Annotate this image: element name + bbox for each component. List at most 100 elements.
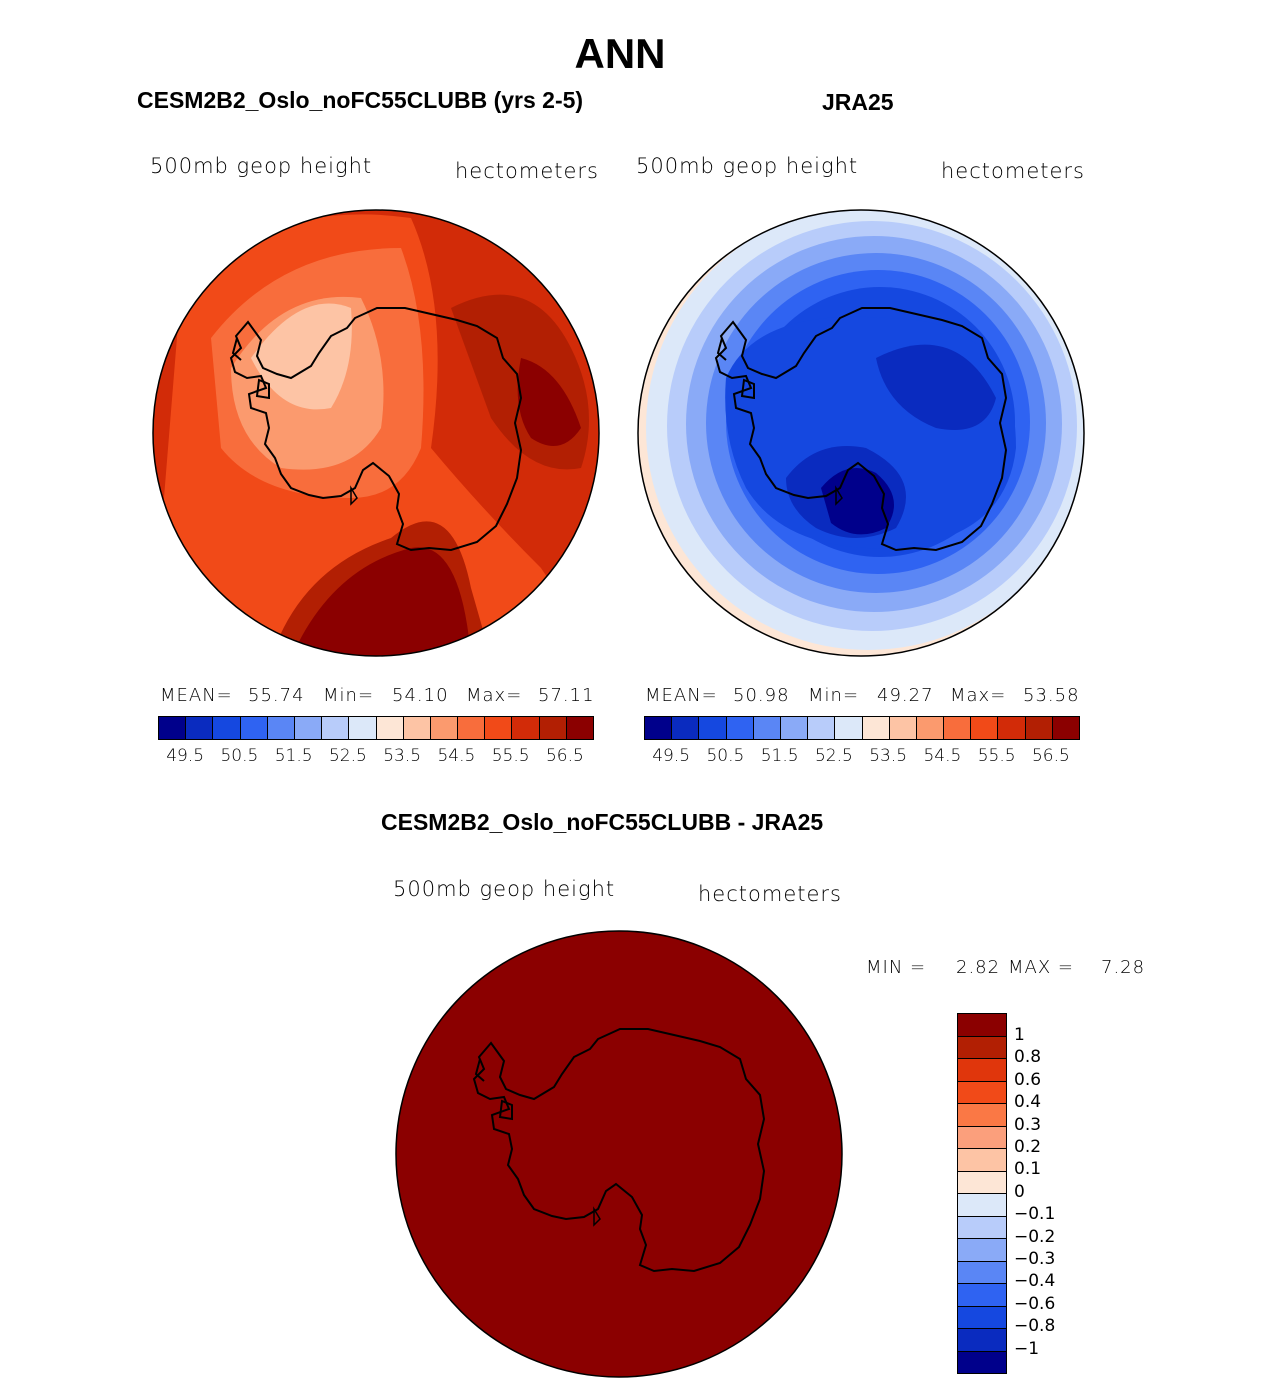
diff-colorbar-swatch bbox=[958, 1126, 1006, 1149]
colorbar-swatch bbox=[458, 717, 486, 739]
diff-colorbar-swatch bbox=[958, 1171, 1006, 1194]
colorbar-swatch bbox=[944, 717, 972, 739]
diff-max-value: 7.28 bbox=[1101, 957, 1146, 978]
diff-colorbar-label: 1 bbox=[1014, 1025, 1025, 1045]
obs-min-label: Min= bbox=[808, 685, 860, 706]
diff-colorbar bbox=[957, 1013, 1007, 1374]
diff-max-label: MAX = bbox=[1008, 957, 1074, 978]
colorbar-swatch bbox=[267, 717, 295, 739]
colorbar-tick-label: 53.5 bbox=[869, 746, 908, 766]
colorbar-swatch bbox=[726, 717, 754, 739]
colorbar-swatch bbox=[916, 717, 945, 739]
model-map bbox=[152, 209, 600, 657]
diff-colorbar-swatch bbox=[958, 1329, 1006, 1352]
colorbar-swatch bbox=[159, 717, 187, 739]
colorbar-swatch bbox=[862, 717, 890, 739]
diff-colorbar-swatch bbox=[958, 1306, 1006, 1329]
obs-variable-label: 500mb geop height bbox=[636, 154, 859, 178]
colorbar-tick-label: 56.5 bbox=[545, 746, 584, 766]
colorbar-swatch bbox=[1025, 717, 1053, 739]
colorbar-swatch bbox=[835, 717, 863, 739]
diff-units-label: hectometers bbox=[698, 882, 842, 906]
colorbar-swatch bbox=[322, 717, 350, 739]
colorbar-swatch bbox=[485, 717, 513, 739]
colorbar-tick-label: 50.5 bbox=[220, 746, 259, 766]
diff-colorbar-swatch bbox=[958, 1284, 1006, 1307]
colorbar-swatch bbox=[808, 717, 836, 739]
diff-colorbar-label: −0.2 bbox=[1014, 1226, 1056, 1247]
diff-colorbar-label: −0.6 bbox=[1014, 1293, 1056, 1314]
colorbar-tick-label: 52.5 bbox=[328, 746, 367, 766]
diff-colorbar-label: 0.2 bbox=[1014, 1137, 1042, 1157]
colorbar-swatch bbox=[186, 717, 214, 739]
obs-map bbox=[637, 209, 1085, 657]
model-min-label: Min= bbox=[323, 685, 375, 706]
colorbar-swatch bbox=[672, 717, 700, 739]
colorbar-swatch bbox=[430, 717, 459, 739]
model-max-value: 57.11 bbox=[538, 685, 595, 706]
model-variable-label: 500mb geop height bbox=[150, 154, 373, 178]
obs-max-label: Max= bbox=[950, 685, 1007, 706]
diff-min-value: 2.82 bbox=[956, 957, 1001, 978]
model-max-label: Max= bbox=[466, 685, 523, 706]
obs-min-value: 49.27 bbox=[877, 685, 934, 706]
colorbar-swatch bbox=[699, 717, 727, 739]
colorbar-swatch bbox=[971, 717, 999, 739]
colorbar-tick-label: 51.5 bbox=[760, 746, 799, 766]
colorbar-tick-label: 55.5 bbox=[491, 746, 530, 766]
colorbar-swatch bbox=[539, 717, 567, 739]
colorbar-swatch bbox=[512, 717, 540, 739]
colorbar-swatch bbox=[376, 717, 404, 739]
diff-colorbar-swatch bbox=[958, 1149, 1006, 1172]
colorbar-tick-label: 55.5 bbox=[977, 746, 1016, 766]
diff-colorbar-label: −0.4 bbox=[1014, 1271, 1056, 1292]
colorbar-tick-label: 51.5 bbox=[274, 746, 313, 766]
diff-colorbar-label: −0.3 bbox=[1014, 1249, 1056, 1269]
diff-colorbar-swatch bbox=[958, 1104, 1006, 1127]
diff-panel-title: CESM2B2_Oslo_noFC55CLUBB - JRA25 bbox=[381, 809, 824, 835]
obs-panel-title: JRA25 bbox=[822, 89, 894, 115]
colorbar-swatch bbox=[349, 717, 377, 739]
colorbar-tick-label: 56.5 bbox=[1031, 746, 1070, 766]
model-panel-title: CESM2B2_Oslo_noFC55CLUBB (yrs 2-5) bbox=[137, 87, 584, 113]
diff-colorbar-label: 0.8 bbox=[1014, 1047, 1042, 1068]
obs-max-value: 53.58 bbox=[1023, 685, 1080, 706]
colorbar-tick-label: 54.5 bbox=[437, 746, 476, 766]
diff-colorbar-label: 0.3 bbox=[1014, 1114, 1042, 1135]
diff-colorbar-label: 0.1 bbox=[1014, 1159, 1042, 1180]
diff-colorbar-swatch bbox=[958, 1081, 1006, 1104]
diff-map bbox=[395, 930, 843, 1378]
model-mean-value: 55.74 bbox=[248, 685, 305, 706]
colorbar-swatch bbox=[213, 717, 241, 739]
colorbar-swatch bbox=[753, 717, 781, 739]
colorbar-swatch bbox=[1052, 717, 1079, 739]
colorbar-tick-label: 54.5 bbox=[923, 746, 962, 766]
page-title: ANN bbox=[574, 30, 666, 77]
diff-colorbar-swatch bbox=[958, 1059, 1006, 1082]
obs-colorbar bbox=[644, 716, 1080, 740]
colorbar-swatch bbox=[403, 717, 431, 739]
diff-variable-label: 500mb geop height bbox=[393, 877, 616, 901]
colorbar-swatch bbox=[240, 717, 268, 739]
diff-colorbar-swatch bbox=[958, 1014, 1006, 1037]
colorbar-tick-label: 52.5 bbox=[814, 746, 853, 766]
colorbar-tick-label: 49.5 bbox=[166, 746, 205, 766]
diff-min-label: MIN = bbox=[866, 957, 927, 978]
diff-colorbar-swatch bbox=[958, 1216, 1006, 1239]
obs-mean-label: MEAN= bbox=[645, 685, 718, 706]
diff-colorbar-label: 0.6 bbox=[1014, 1069, 1042, 1090]
diff-colorbar-label: −0.1 bbox=[1014, 1204, 1056, 1225]
diff-colorbar-swatch bbox=[958, 1239, 1006, 1262]
diff-colorbar-swatch bbox=[958, 1036, 1006, 1059]
colorbar-swatch bbox=[780, 717, 809, 739]
colorbar-swatch bbox=[998, 717, 1026, 739]
colorbar-tick-label: 49.5 bbox=[652, 746, 691, 766]
diff-colorbar-label: −0.8 bbox=[1014, 1316, 1056, 1337]
diff-colorbar-swatch bbox=[958, 1194, 1006, 1217]
diff-colorbar-label: −1 bbox=[1014, 1338, 1040, 1359]
colorbar-tick-label: 53.5 bbox=[383, 746, 422, 766]
diff-colorbar-label: 0 bbox=[1014, 1181, 1025, 1202]
colorbar-swatch bbox=[294, 717, 323, 739]
model-min-value: 54.10 bbox=[392, 685, 449, 706]
model-units-label: hectometers bbox=[455, 159, 599, 183]
